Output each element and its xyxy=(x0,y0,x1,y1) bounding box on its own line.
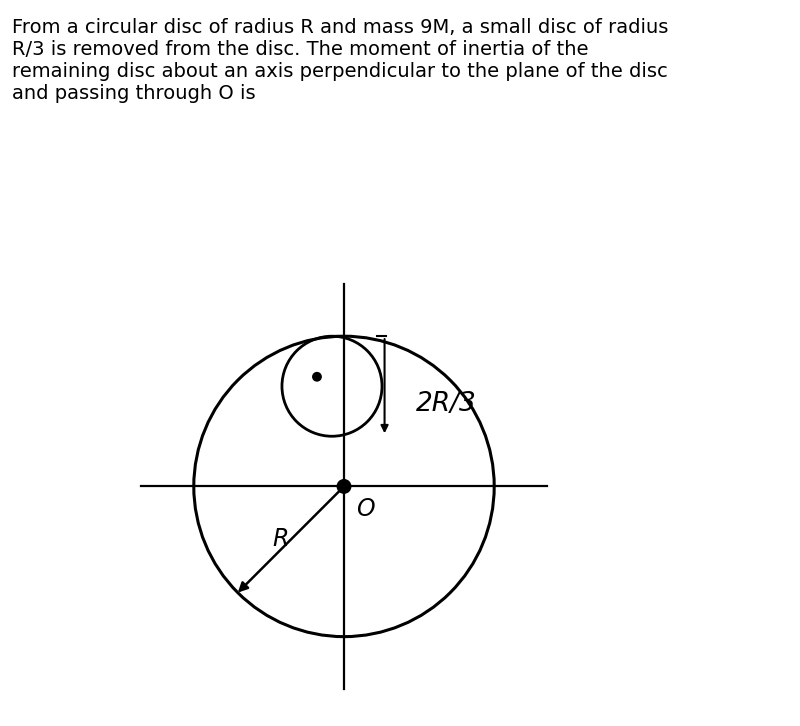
Text: 2R/3: 2R/3 xyxy=(416,391,477,417)
Circle shape xyxy=(338,480,350,493)
Text: R: R xyxy=(273,527,289,551)
Circle shape xyxy=(313,372,321,381)
Text: From a circular disc of radius R and mass 9M, a small disc of radius
R/3 is remo: From a circular disc of radius R and mas… xyxy=(12,18,668,103)
Text: O: O xyxy=(356,497,374,521)
